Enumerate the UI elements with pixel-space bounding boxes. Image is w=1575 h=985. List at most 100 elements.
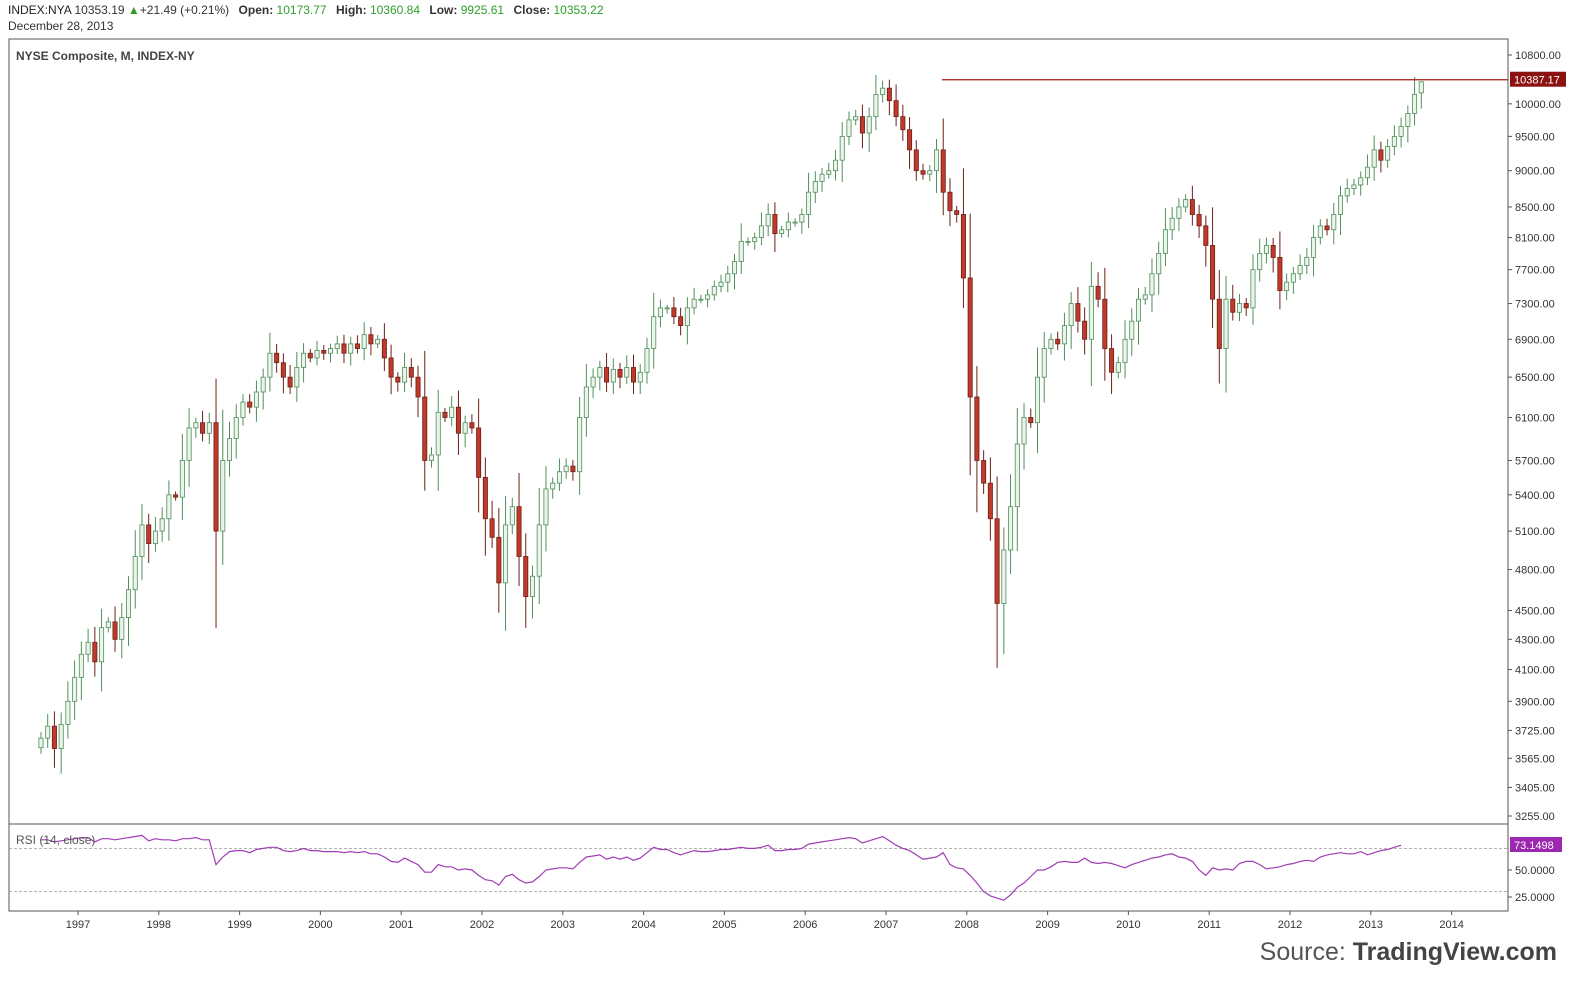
price-y-label: 6100.00 [1515, 412, 1555, 424]
candle-body [1035, 376, 1041, 424]
candle-body [1102, 298, 1108, 349]
candle-body [886, 87, 892, 102]
x-label: 2007 [874, 919, 898, 931]
low-label: Low: [429, 3, 458, 17]
price-y-label: 4500.00 [1515, 605, 1555, 617]
candle-body [240, 401, 246, 418]
candle-body [489, 518, 495, 538]
candle-body [1001, 549, 1007, 604]
price-y-label: 3725.00 [1515, 725, 1555, 737]
candle-body [765, 214, 771, 227]
candle-body [1189, 199, 1195, 215]
candle-body [1358, 177, 1364, 186]
candle-body [732, 261, 738, 275]
x-label: 2005 [712, 919, 736, 931]
candle-body [637, 371, 643, 383]
price-y-label: 6900.00 [1515, 334, 1555, 346]
candle-body [631, 367, 637, 383]
price-change: +21.49 (+0.21%) [139, 3, 230, 17]
x-label: 2000 [308, 919, 332, 931]
candle-body [604, 367, 610, 383]
candle-body [1331, 214, 1337, 231]
symbol-label: INDEX:NYA [8, 3, 72, 17]
candle-body [1210, 245, 1216, 300]
candle-body [280, 362, 286, 378]
candle-body [530, 575, 536, 597]
candle-body [1290, 273, 1296, 283]
candle-body [806, 191, 812, 215]
price-y-label: 7300.00 [1515, 299, 1555, 311]
candle-body [725, 273, 731, 283]
candle-body [509, 506, 515, 526]
close-value: 10353.22 [553, 3, 604, 17]
x-label: 2012 [1278, 919, 1302, 931]
high-value: 10360.84 [369, 3, 421, 17]
candle-body [657, 307, 663, 318]
x-label: 2011 [1197, 919, 1221, 931]
candle-body [287, 376, 293, 388]
candle-body [428, 454, 434, 461]
candle-body [301, 352, 307, 368]
price-y-label: 4800.00 [1515, 565, 1555, 577]
candle-body [785, 221, 791, 231]
candle-body [1122, 338, 1128, 364]
candle-body [348, 343, 354, 354]
candle-body [577, 417, 583, 473]
candle-body [469, 422, 475, 429]
candle-body [1364, 166, 1370, 179]
candle-body [698, 298, 704, 301]
candle-body [1061, 325, 1067, 345]
candle-body [1351, 184, 1357, 189]
candle-body [597, 367, 603, 378]
candle-body [819, 173, 825, 182]
candle-body [590, 376, 596, 388]
candle-body [1014, 443, 1020, 508]
candle-body [381, 338, 387, 359]
candle-body [1082, 320, 1088, 340]
price-line-label: 10387.17 [1514, 75, 1560, 87]
candle-body [152, 530, 158, 545]
candle-body [213, 422, 219, 532]
candle-body [1412, 93, 1418, 114]
candle-body [738, 241, 744, 262]
price-y-label: 3255.00 [1515, 811, 1555, 823]
candle-body [85, 641, 91, 655]
candle-body [994, 518, 1000, 604]
rsi-value-label: 73.1498 [1514, 840, 1554, 852]
rsi-y-label: 25.0000 [1515, 892, 1555, 904]
candle-body [934, 149, 940, 172]
candle-body [395, 376, 401, 383]
candle-body [1257, 253, 1263, 271]
candle-body [846, 119, 852, 137]
candle-body [422, 396, 428, 461]
open-label: Open: [238, 3, 274, 17]
candle-body [839, 135, 845, 161]
candle-body [92, 641, 98, 663]
candle-body [678, 316, 684, 327]
candle-body [671, 307, 677, 318]
candle-body [913, 149, 919, 172]
candle-body [1398, 126, 1404, 137]
x-label: 2006 [793, 919, 817, 931]
candle-body [220, 460, 226, 532]
price-y-label: 3565.00 [1515, 753, 1555, 765]
candle-body [1216, 298, 1222, 349]
candle-body [341, 343, 347, 354]
candle-body [812, 180, 818, 193]
candle-body [186, 427, 192, 461]
candle-body [617, 369, 623, 378]
candle-body [1048, 338, 1054, 349]
candle-body [705, 294, 711, 300]
candle-body [193, 422, 199, 429]
x-label: 2004 [631, 919, 655, 931]
candle-body [900, 116, 906, 131]
candle-body [126, 589, 132, 618]
candle-body [1149, 273, 1155, 296]
price-y-label: 8100.00 [1515, 233, 1555, 245]
candle-body [610, 369, 616, 383]
candle-body [981, 460, 987, 484]
x-label: 2008 [955, 919, 979, 931]
candle-body [1371, 149, 1377, 168]
candle-body [1156, 253, 1162, 275]
